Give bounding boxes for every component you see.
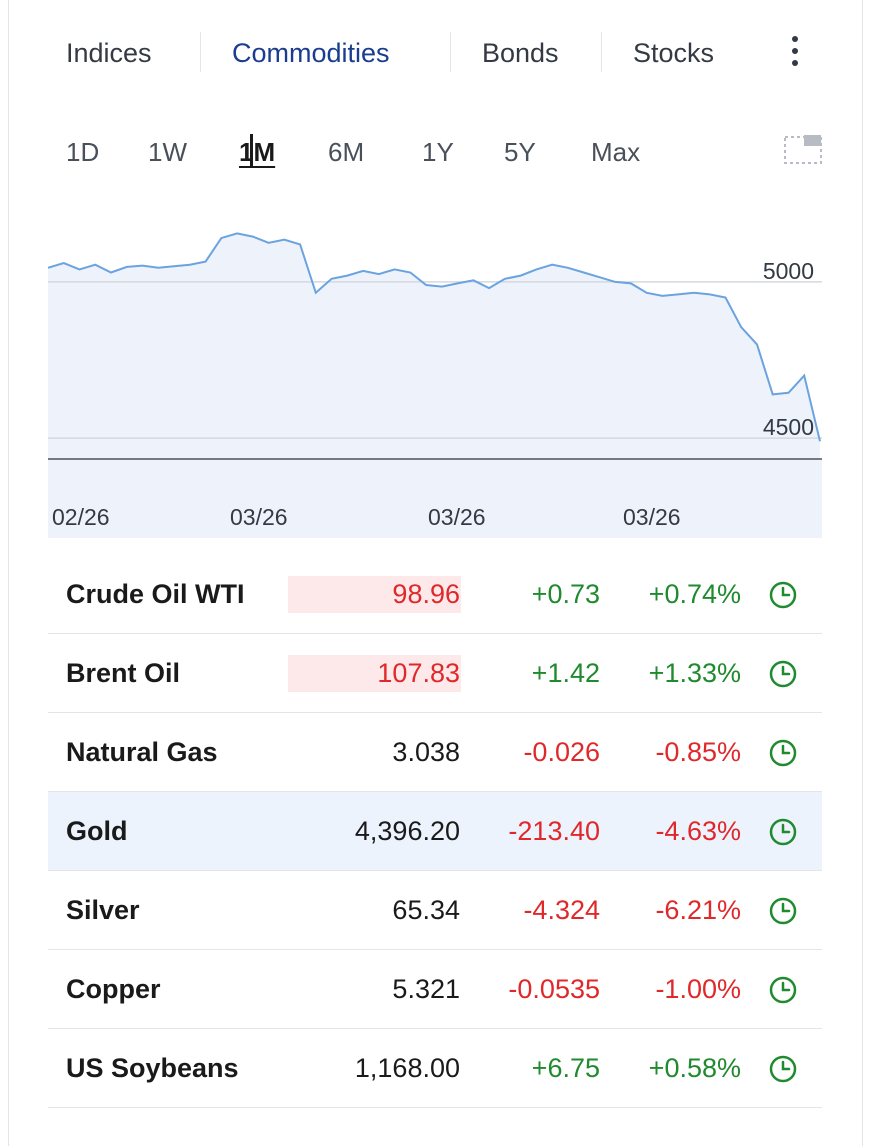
chart-axis-band: [48, 460, 822, 538]
chart-x-tick-label: 03/26: [428, 504, 486, 530]
price-flash-bg: [288, 576, 461, 613]
last-price: 65.34: [392, 895, 460, 925]
quote-row[interactable]: Copper 5.321 -0.0535 -1.00%: [48, 950, 822, 1029]
price-change: +6.75: [531, 1053, 600, 1083]
tab-divider: [601, 32, 602, 72]
price-flash-bg: [288, 655, 461, 692]
price-change-percent: -6.21%: [655, 895, 741, 925]
last-price: 98.96: [392, 579, 460, 609]
quote-row[interactable]: Silver 65.34 -4.324 -6.21%: [48, 871, 822, 950]
price-change-percent: +0.74%: [648, 579, 741, 609]
tab-divider: [200, 32, 201, 72]
text-cursor: [250, 134, 253, 168]
price-change-percent: +0.58%: [648, 1053, 741, 1083]
price-change: -4.324: [523, 895, 600, 925]
clock-icon[interactable]: [768, 580, 798, 610]
price-chart: 5000 4500 02/26 03/26 03/26 03/26: [47, 210, 822, 538]
price-change: -0.026: [523, 737, 600, 767]
price-chart-svg: 5000 4500 02/26 03/26 03/26 03/26: [47, 232, 822, 538]
clock-icon[interactable]: [768, 896, 798, 926]
instrument-name[interactable]: Natural Gas: [66, 737, 218, 767]
chart-x-tick-label: 03/26: [230, 504, 288, 530]
last-price: 4,396.20: [354, 816, 460, 846]
instrument-name[interactable]: US Soybeans: [66, 1053, 239, 1083]
quote-row[interactable]: Natural Gas 3.038 -0.026 -0.85%: [48, 713, 822, 792]
price-change-percent: -1.00%: [655, 974, 741, 1004]
instrument-name[interactable]: Brent Oil: [66, 658, 181, 688]
period-1w[interactable]: 1W: [148, 137, 187, 167]
last-price: 107.83: [377, 658, 460, 688]
panel-left-border: [8, 0, 9, 1146]
quote-row[interactable]: US Soybeans 1,168.00 +6.75 +0.58%: [48, 1029, 822, 1108]
period-1d[interactable]: 1D: [66, 137, 100, 167]
category-tabs: Indices Commodities Bonds Stocks: [48, 26, 822, 80]
tab-divider: [450, 32, 451, 72]
tab-indices[interactable]: Indices: [66, 38, 152, 68]
period-1m[interactable]: 1M: [239, 137, 276, 167]
quote-row[interactable]: Gold 4,396.20 -213.40 -4.63%: [48, 792, 822, 871]
chart-x-tick-label: 03/26: [623, 504, 681, 530]
quote-row[interactable]: Brent Oil 107.83 +1.42 +1.33%: [48, 634, 822, 713]
instrument-name[interactable]: Silver: [66, 895, 140, 925]
instrument-name[interactable]: Gold: [66, 816, 128, 846]
price-change-percent: -4.63%: [655, 816, 741, 846]
period-max[interactable]: Max: [591, 137, 641, 167]
quote-row[interactable]: Crude Oil WTI 98.96 +0.73 +0.74%: [48, 555, 822, 634]
last-price: 5.321: [392, 974, 460, 1004]
more-vertical-icon[interactable]: [786, 34, 806, 70]
chart-series-line: [47, 232, 821, 442]
chart-y-tick-label: 4500: [763, 414, 814, 440]
clock-icon[interactable]: [768, 975, 798, 1005]
expand-icon[interactable]: [784, 134, 822, 164]
price-change: -213.40: [508, 816, 600, 846]
instrument-name[interactable]: Copper: [66, 974, 161, 1004]
tab-stocks[interactable]: Stocks: [633, 38, 715, 68]
tab-bonds[interactable]: Bonds: [482, 38, 559, 68]
tab-commodities[interactable]: Commodities: [232, 38, 390, 68]
price-change: +1.42: [531, 658, 600, 688]
price-change: +0.73: [531, 579, 600, 609]
period-5y[interactable]: 5Y: [504, 137, 536, 167]
clock-icon[interactable]: [768, 1054, 798, 1084]
panel-right-border: [862, 0, 863, 1146]
clock-icon[interactable]: [768, 817, 798, 847]
price-change-percent: -0.85%: [655, 737, 741, 767]
clock-icon[interactable]: [768, 738, 798, 768]
instrument-name[interactable]: Crude Oil WTI: [66, 579, 245, 609]
chart-area: [48, 233, 820, 460]
last-price: 1,168.00: [354, 1053, 460, 1083]
period-1y[interactable]: 1Y: [422, 137, 454, 167]
period-6m[interactable]: 6M: [328, 137, 365, 167]
chart-x-tick-label: 02/26: [52, 504, 110, 530]
last-price: 3.038: [392, 737, 460, 767]
chart-y-tick-label: 5000: [763, 258, 814, 284]
period-tabs: 1D 1W 1M 6M 1Y 5Y Max: [48, 130, 822, 174]
quotes-table: Crude Oil WTI 98.96 +0.73 +0.74% Brent Oil 10…: [48, 555, 822, 1108]
clock-icon[interactable]: [768, 659, 798, 689]
price-change-percent: +1.33%: [648, 658, 741, 688]
price-change: -0.0535: [508, 974, 600, 1004]
